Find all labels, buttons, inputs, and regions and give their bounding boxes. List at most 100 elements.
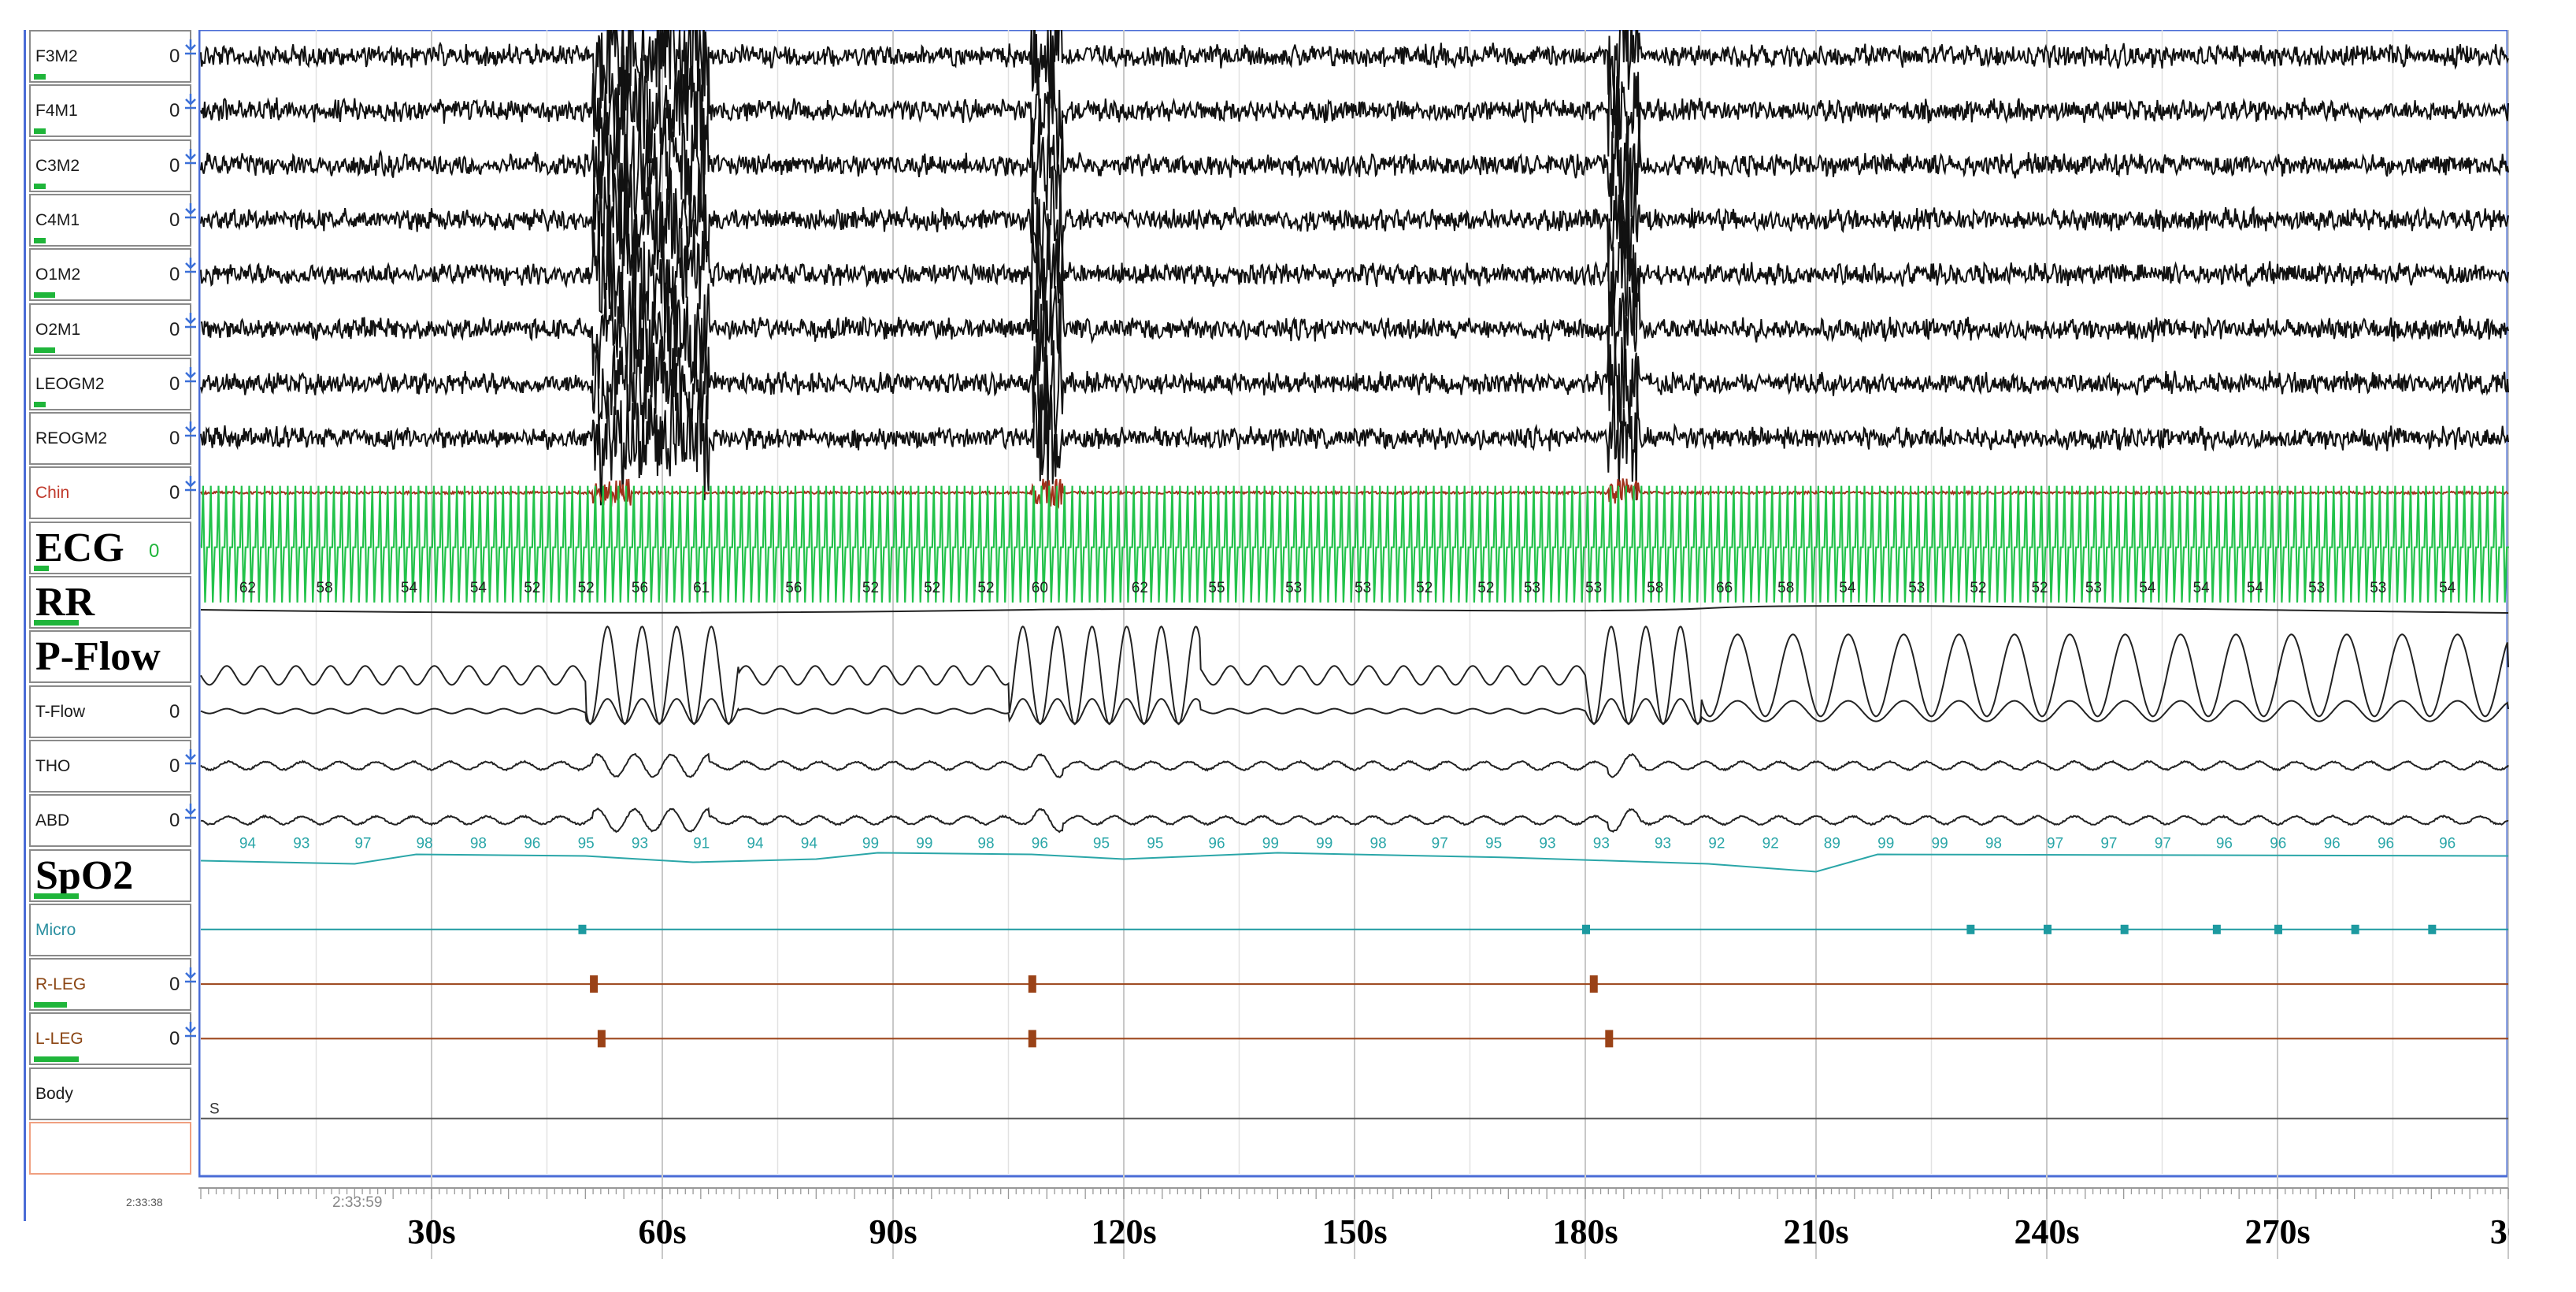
speaker-icon[interactable] [183,202,198,221]
speaker-icon[interactable] [183,802,198,821]
signal-plot-area[interactable]: 62 58 54 54 52 52 56 61 56 52 52 52 60 62 55 53 53 52 52 53… [198,30,2509,1260]
channel-row[interactable]: RR [29,576,191,629]
rr-value: 53 [1355,580,1371,596]
rr-value: 52 [924,580,940,596]
spo2-value: 96 [2439,836,2456,852]
trace-o2m1 [200,271,2509,392]
rr-value: 52 [1477,580,1494,596]
channel-value: 0 [169,209,180,231]
channel-row[interactable]: Chin 0 [29,466,196,520]
spo2-value: 95 [1093,836,1110,852]
rr-value: 53 [1585,580,1602,596]
speaker-icon[interactable] [183,748,198,767]
channel-value: 0 [169,810,180,832]
spo2-value: 89 [1824,836,1840,852]
channel-label: T-Flow [35,702,85,721]
spo2-value: 93 [1655,836,1671,852]
channel-row[interactable]: SpO2 [29,848,191,902]
channel-label: SpO2 [35,852,134,898]
channel-row[interactable]: C4M1 0 [29,193,196,247]
rr-value: 53 [1524,580,1540,596]
channel-label: P-Flow [35,634,161,680]
rr-value: 61 [693,580,710,596]
channel-row[interactable]: R-LEG 0 [29,958,196,1012]
channel-label: O1M2 [35,265,81,284]
rr-value: 52 [1416,580,1433,596]
trace-reogm2 [200,375,2509,506]
channel-label: ECG [35,525,124,570]
channel-row[interactable]: C3M2 0 [29,139,196,192]
rr-value: 54 [2139,580,2156,596]
channel-value: 0 [169,100,180,122]
plot-border [198,30,2509,1178]
channel-label: L-LEG [35,1030,83,1049]
rr-value: 60 [1032,580,1048,596]
event-burst [2212,924,2221,934]
speaker-icon[interactable] [183,474,198,493]
channel-gain-bar [34,183,46,189]
channel-value: 0 [169,482,180,504]
channel-row[interactable]: L-LEG 0 [29,1012,196,1066]
channel-value: 0 [169,373,180,395]
channel-row[interactable]: Body [29,1067,191,1120]
rr-value: 53 [2370,580,2386,596]
speaker-icon[interactable] [183,311,198,330]
channel-row[interactable]: REOGM2 0 [29,412,196,466]
channel-gain-bar [34,292,55,299]
signal-traces: 62 58 54 54 52 52 56 61 56 52 52 52 60 62 55 53 53 52 52 53… [198,30,2509,1259]
speaker-icon[interactable] [183,38,198,57]
spo2-value: 93 [632,836,648,852]
speaker-icon[interactable] [183,1020,198,1039]
speaker-icon[interactable] [183,256,198,275]
channel-label: F4M1 [35,102,78,121]
speaker-icon[interactable] [183,420,198,439]
body-position-label: S [209,1101,220,1118]
channel-row[interactable] [29,1122,191,1175]
channel-row[interactable]: P-Flow [29,630,191,684]
spo2-value: 99 [916,836,932,852]
trace-tho [200,752,2509,778]
channel-row[interactable]: F4M1 0 [29,84,196,138]
spo2-value: 98 [977,836,994,852]
event-burst [1582,924,1590,934]
channel-gain-bar [34,620,79,626]
channel-row[interactable]: ECG 0 [29,521,191,574]
start-time-label: 2:33:38 [126,1196,163,1208]
channel-row[interactable]: O2M1 0 [29,303,196,356]
channel-value: 0 [169,700,180,722]
channel-value: 0 [169,154,180,176]
speaker-icon[interactable] [183,147,198,166]
speaker-icon[interactable] [183,366,198,384]
channel-label: Micro [35,920,76,939]
time-tick-label: 180s [1552,1212,1618,1251]
spo2-value: 93 [1539,836,1555,852]
channel-row[interactable]: THO 0 [29,739,196,793]
spo2-value: 93 [293,836,309,852]
channel-row[interactable]: Micro [29,903,191,956]
rr-value: 56 [632,580,648,596]
time-tick-label: 300s [2490,1212,2509,1251]
trace-rr [200,604,2509,614]
spo2-value: 96 [2378,836,2394,852]
event-burst [590,975,599,993]
channel-row[interactable]: LEOGM2 0 [29,357,196,410]
channel-row[interactable]: T-Flow 0 [29,685,191,738]
event-burst [2428,924,2437,934]
channel-row[interactable]: O1M2 0 [29,248,196,302]
channel-value: 0 [169,1028,180,1050]
speaker-icon[interactable] [183,966,198,985]
rr-value: 54 [401,580,418,596]
channel-value: 0 [169,46,180,67]
trace-f3m2 [200,30,2509,111]
channel-label: RR [35,580,95,625]
channel-row[interactable]: ABD 0 [29,794,196,848]
channel-row[interactable]: F3M2 0 [29,30,196,83]
spo2-value: 96 [1208,836,1225,852]
time-tick-label: 30s [407,1212,455,1251]
rr-value: 62 [239,580,256,596]
speaker-icon[interactable] [183,92,198,111]
spo2-value: 96 [2216,836,2233,852]
time-tick-label: 240s [2014,1212,2079,1251]
rr-value: 54 [470,580,487,596]
